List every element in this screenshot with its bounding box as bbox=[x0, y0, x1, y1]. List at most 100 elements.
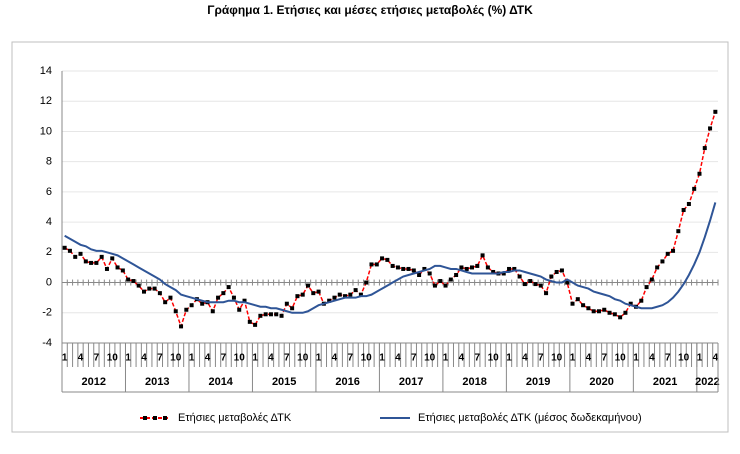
marker bbox=[676, 229, 681, 234]
marker bbox=[94, 260, 99, 265]
marker bbox=[512, 266, 517, 271]
marker bbox=[422, 266, 427, 271]
x-tick-label: 4 bbox=[141, 353, 147, 364]
marker bbox=[697, 171, 702, 176]
x-tick-label: 4 bbox=[713, 353, 719, 364]
y-tick-label: -2 bbox=[42, 307, 52, 319]
x-tick-label: 4 bbox=[459, 353, 465, 364]
marker bbox=[136, 283, 141, 288]
marker bbox=[189, 303, 194, 308]
marker bbox=[591, 309, 596, 314]
marker bbox=[327, 298, 332, 303]
marker bbox=[290, 306, 295, 311]
marker bbox=[454, 273, 459, 277]
marker bbox=[565, 280, 570, 285]
marker bbox=[258, 313, 263, 318]
marker bbox=[168, 295, 173, 300]
marker bbox=[67, 248, 72, 253]
x-tick-label: 7 bbox=[475, 353, 481, 364]
marker bbox=[184, 307, 189, 312]
y-tick-label: 12 bbox=[40, 95, 52, 107]
x-tick-label: 7 bbox=[157, 353, 163, 364]
marker bbox=[427, 271, 432, 276]
year-label: 2014 bbox=[208, 376, 233, 388]
marker bbox=[247, 319, 252, 324]
marker bbox=[708, 126, 713, 131]
marker bbox=[544, 291, 549, 296]
marker bbox=[104, 266, 109, 271]
marker bbox=[692, 186, 697, 191]
series-line bbox=[64, 202, 717, 314]
x-tick-label: 7 bbox=[348, 353, 354, 364]
x-tick-label: 10 bbox=[551, 353, 563, 364]
year-label: 2018 bbox=[462, 376, 486, 388]
y-tick-label: 10 bbox=[40, 125, 52, 137]
chart-frame bbox=[11, 41, 729, 433]
marker bbox=[528, 279, 533, 284]
marker bbox=[607, 310, 612, 315]
x-tick-label: 4 bbox=[268, 353, 274, 364]
year-label: 2020 bbox=[589, 376, 613, 388]
year-label: 2017 bbox=[399, 376, 423, 388]
x-tick-label: 7 bbox=[601, 353, 607, 364]
marker bbox=[475, 263, 480, 268]
marker bbox=[644, 285, 649, 290]
y-tick-label: 6 bbox=[46, 186, 52, 198]
marker bbox=[83, 259, 88, 264]
marker bbox=[395, 265, 400, 270]
marker bbox=[110, 256, 115, 261]
x-tick-label: 7 bbox=[221, 353, 227, 364]
year-label: 2021 bbox=[653, 376, 677, 388]
year-label: 2013 bbox=[145, 376, 169, 388]
marker bbox=[671, 248, 676, 253]
marker bbox=[99, 254, 104, 259]
x-tick-label: 7 bbox=[284, 353, 290, 364]
x-tick-label: 1 bbox=[633, 353, 639, 364]
marker bbox=[221, 291, 226, 296]
x-tick-label: 4 bbox=[522, 353, 528, 364]
x-tick-label: 4 bbox=[205, 353, 211, 364]
marker bbox=[369, 262, 374, 267]
x-tick-label: 1 bbox=[252, 353, 258, 364]
legend-label: Ετήσιες μεταβολές ΔΤΚ bbox=[178, 412, 292, 424]
marker bbox=[374, 262, 379, 267]
marker bbox=[602, 307, 607, 312]
marker bbox=[459, 265, 464, 270]
marker bbox=[380, 256, 385, 261]
marker bbox=[448, 277, 453, 282]
marker bbox=[570, 301, 575, 306]
x-tick-label: 10 bbox=[361, 353, 373, 364]
marker bbox=[126, 277, 131, 282]
marker bbox=[157, 291, 162, 296]
marker bbox=[554, 269, 559, 274]
marker bbox=[411, 268, 416, 273]
x-tick-label: 7 bbox=[411, 353, 417, 364]
x-tick-label: 1 bbox=[189, 353, 195, 364]
year-label: 2012 bbox=[81, 376, 105, 388]
marker bbox=[306, 283, 310, 288]
marker bbox=[78, 251, 83, 256]
marker bbox=[702, 146, 707, 151]
x-tick-label: 4 bbox=[586, 353, 592, 364]
y-tick-label: -4 bbox=[42, 337, 52, 349]
marker bbox=[163, 300, 168, 305]
marker bbox=[438, 279, 443, 284]
marker bbox=[152, 286, 157, 291]
x-tick-label: 4 bbox=[332, 353, 338, 364]
y-tick-label: 8 bbox=[46, 156, 52, 168]
marker bbox=[417, 273, 422, 277]
x-tick-label: 4 bbox=[395, 353, 401, 364]
marker bbox=[406, 266, 411, 271]
marker bbox=[628, 301, 633, 306]
marker bbox=[73, 254, 78, 259]
marker bbox=[612, 312, 617, 317]
marker bbox=[237, 307, 242, 312]
x-tick-label: 1 bbox=[316, 353, 322, 364]
marker bbox=[586, 306, 591, 311]
marker bbox=[681, 208, 686, 213]
marker bbox=[358, 292, 363, 297]
x-tick-label: 1 bbox=[697, 353, 703, 364]
marker bbox=[337, 292, 342, 297]
legend-marker bbox=[163, 416, 167, 420]
x-tick-label: 1 bbox=[125, 353, 131, 364]
